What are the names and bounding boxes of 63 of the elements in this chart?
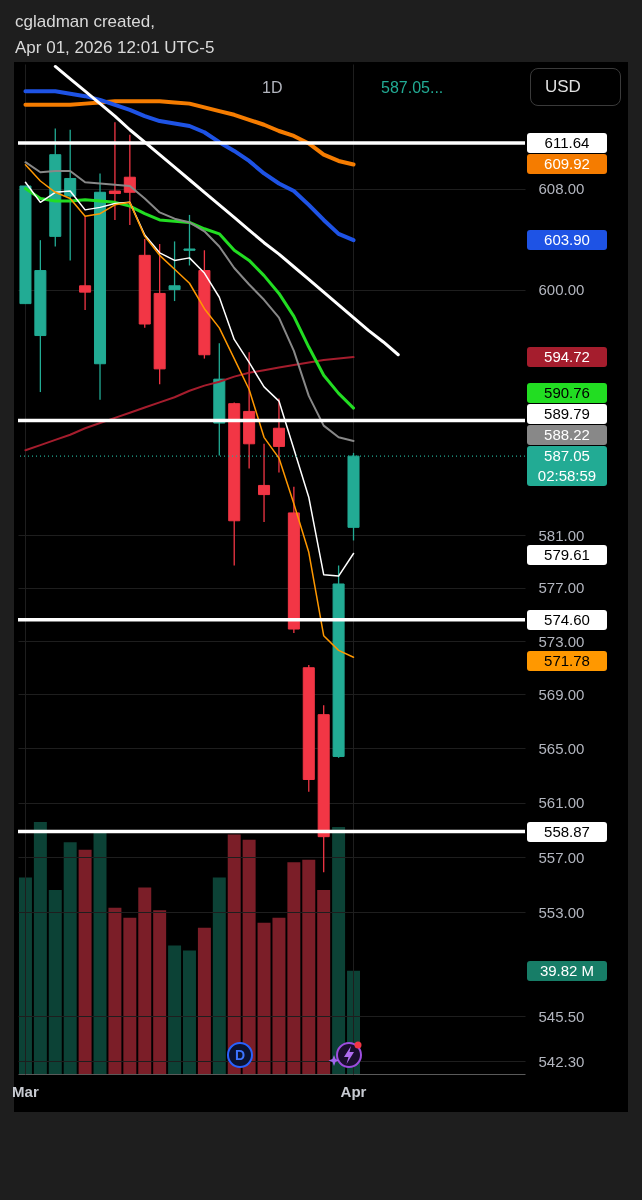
text: 588.22	[527, 425, 607, 446]
y-tick-label: 545.50	[538, 1007, 585, 1025]
annotation: D	[227, 1042, 253, 1068]
text: 579.61	[527, 545, 607, 566]
candlestick	[258, 443, 271, 523]
line-series	[23, 187, 356, 410]
y-tick-label: 565.00	[538, 739, 585, 757]
bar	[197, 927, 211, 1074]
candlestick	[108, 121, 121, 221]
x-tick-label: Mar	[12, 1082, 39, 1100]
line-series	[24, 356, 355, 452]
bar	[18, 877, 32, 1074]
y-tick-label: 600.00	[538, 281, 585, 299]
text: 02:58:59	[527, 466, 607, 487]
bar	[317, 890, 331, 1074]
ref-line-label: 611.64	[527, 132, 607, 153]
y-tick-label: 569.00	[538, 686, 585, 703]
bar	[183, 950, 196, 1074]
line-series	[24, 161, 355, 442]
bar	[63, 842, 77, 1074]
text: Apr 01, 2026 12:01 UTC-5	[15, 38, 215, 58]
bar	[108, 907, 122, 1074]
bar	[212, 877, 226, 1074]
y-tick-label: 553.00	[538, 903, 585, 921]
y-tick-label: 557.00	[538, 848, 585, 866]
bar	[302, 859, 316, 1074]
bar	[138, 887, 152, 1074]
line-series	[23, 99, 356, 167]
bar	[153, 910, 167, 1074]
bar	[33, 822, 47, 1074]
ref-line-label: 589.79	[527, 404, 607, 425]
y-tick-label: 608.00	[538, 180, 585, 198]
y-tick-label: 573.00	[538, 632, 585, 650]
text: 39.82 M	[527, 960, 607, 981]
candlestick	[183, 214, 196, 267]
ref-line-label: 587.05	[527, 446, 607, 467]
y-axis-title: USD	[530, 68, 621, 106]
y-tick-label: 581.00	[538, 526, 585, 544]
bar	[287, 862, 301, 1074]
ref-line-label: 558.87	[527, 821, 607, 842]
text: 571.78	[527, 651, 607, 672]
bar	[123, 917, 137, 1074]
text: 590.76	[527, 383, 607, 404]
candlestick	[64, 129, 77, 262]
y-tick-label: 577.00	[538, 579, 585, 597]
candlestick	[272, 397, 285, 474]
text: 1D	[262, 79, 283, 97]
text: 603.90	[527, 230, 607, 251]
text: 609.92	[527, 154, 607, 175]
line-series	[24, 163, 355, 659]
ref-line-label: 574.60	[527, 609, 607, 630]
y-tick-label: 561.00	[538, 794, 585, 812]
candlestick	[79, 215, 92, 311]
bar	[168, 945, 182, 1074]
text: 587.05...	[381, 79, 444, 97]
bar	[78, 849, 92, 1074]
text: 594.72	[527, 347, 607, 368]
text: cgladman created,	[15, 12, 155, 32]
x-tick-label: Apr	[340, 1082, 367, 1100]
candlestick	[168, 240, 181, 302]
y-tick-label: 542.30	[538, 1052, 585, 1070]
bar	[48, 890, 62, 1074]
bar	[93, 832, 107, 1074]
